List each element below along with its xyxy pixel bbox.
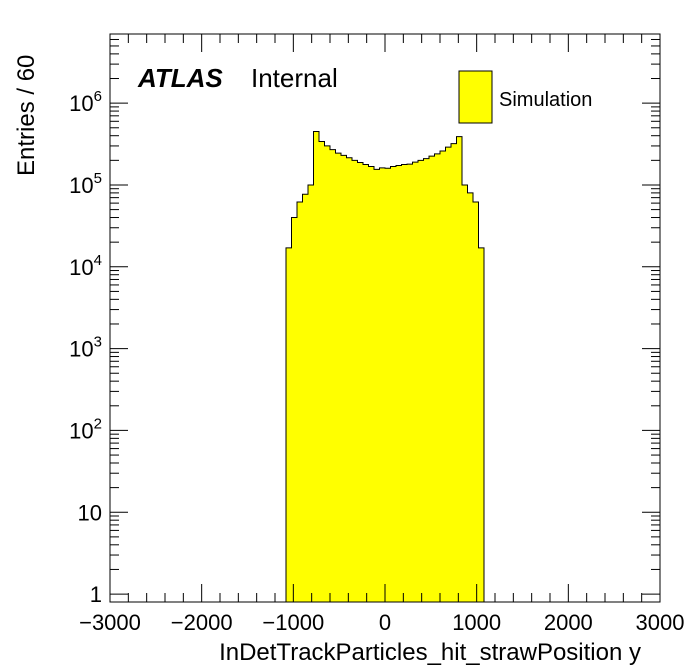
x-tick-labels: −3000 −2000 −1000 0 1000 2000 3000 bbox=[79, 610, 684, 635]
histogram-bin bbox=[357, 162, 363, 602]
histogram-bin bbox=[368, 166, 374, 602]
y-tick-label: 105 bbox=[69, 170, 102, 198]
atlas-label: ATLAS bbox=[137, 63, 223, 93]
x-tick-label: 0 bbox=[379, 610, 391, 635]
histogram-bin bbox=[434, 153, 440, 602]
histogram-bin bbox=[313, 131, 319, 602]
x-tick-label: 2000 bbox=[544, 610, 593, 635]
histogram-bin bbox=[335, 153, 341, 603]
x-tick-label: −3000 bbox=[79, 610, 141, 635]
y-tick-label: 106 bbox=[69, 88, 102, 116]
histogram-bin bbox=[451, 143, 457, 602]
y-axis-title: Entries / 60 bbox=[13, 55, 40, 176]
histogram-bin bbox=[390, 166, 396, 602]
histogram-bars bbox=[286, 131, 484, 603]
histogram-bin bbox=[291, 217, 297, 602]
internal-label: Internal bbox=[251, 63, 338, 93]
histogram-bin bbox=[396, 165, 402, 603]
y-tick-label: 10 bbox=[78, 500, 102, 525]
histogram-bin bbox=[330, 149, 336, 602]
histogram-bin bbox=[352, 160, 358, 602]
y-tick-label: 1 bbox=[90, 582, 102, 607]
legend-label: Simulation bbox=[499, 89, 592, 111]
histogram-bin bbox=[462, 184, 468, 602]
y-tick-label: 103 bbox=[69, 334, 102, 362]
histogram-bin bbox=[456, 136, 462, 602]
histogram-bin bbox=[286, 247, 292, 602]
histogram-bin bbox=[341, 155, 347, 602]
histogram-bin bbox=[423, 158, 429, 602]
histogram-bin bbox=[374, 169, 380, 602]
histogram-bin bbox=[467, 192, 473, 602]
x-tick-label: 3000 bbox=[636, 610, 685, 635]
x-axis-title: InDetTrackParticles_hit_strawPosition y bbox=[219, 639, 641, 666]
histogram-bin bbox=[319, 141, 325, 602]
histogram-bin bbox=[429, 156, 435, 602]
histogram-bin bbox=[302, 194, 308, 602]
x-tick-label: 1000 bbox=[452, 610, 501, 635]
histogram-bin bbox=[379, 167, 385, 602]
histogram-bin bbox=[308, 184, 314, 602]
histogram-bin bbox=[407, 164, 413, 603]
histogram-bin bbox=[363, 164, 369, 603]
x-tick-label: −1000 bbox=[262, 610, 324, 635]
histogram-bin bbox=[418, 160, 424, 602]
x-axis-ticks bbox=[109, 34, 661, 602]
histogram-outline bbox=[285, 131, 485, 602]
histogram-bin bbox=[385, 168, 391, 602]
histogram-bin bbox=[401, 164, 407, 603]
histogram-bin bbox=[478, 247, 484, 602]
y-tick-label: 104 bbox=[69, 252, 102, 280]
histogram-bin bbox=[473, 201, 479, 602]
histogram-bin bbox=[445, 147, 451, 603]
histogram-bin bbox=[412, 162, 418, 602]
x-tick-label: −2000 bbox=[171, 610, 233, 635]
y-tick-labels: 1 10 102 103 104 105 106 bbox=[69, 88, 102, 607]
histogram-bin bbox=[324, 145, 330, 602]
y-tick-label: 102 bbox=[69, 415, 102, 443]
histogram-bin bbox=[297, 201, 303, 602]
legend-swatch bbox=[458, 70, 493, 124]
histogram-bin bbox=[346, 157, 352, 602]
y-axis-ticks bbox=[110, 33, 660, 595]
histogram-bin bbox=[440, 151, 446, 603]
